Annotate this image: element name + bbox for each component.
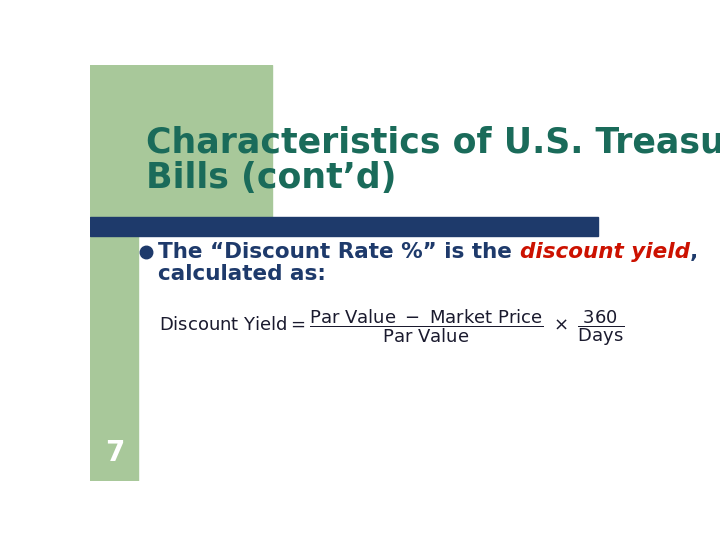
Bar xyxy=(90,65,272,219)
Text: Bills (cont’d): Bills (cont’d) xyxy=(145,161,396,195)
Text: $\mathsf{Discount\ Yield} = \dfrac{\mathsf{Par\ Value\ -\ Market\ Price}}{\maths: $\mathsf{Discount\ Yield} = \dfrac{\math… xyxy=(159,308,625,348)
Text: calculated as:: calculated as: xyxy=(158,264,326,284)
Text: ,: , xyxy=(690,242,698,262)
Bar xyxy=(90,65,138,481)
Text: Characteristics of U.S. Treasury: Characteristics of U.S. Treasury xyxy=(145,126,720,160)
Text: 7: 7 xyxy=(106,438,125,467)
Bar xyxy=(90,217,598,236)
Text: discount yield: discount yield xyxy=(520,242,690,262)
Text: The “Discount Rate %” is the: The “Discount Rate %” is the xyxy=(158,242,520,262)
